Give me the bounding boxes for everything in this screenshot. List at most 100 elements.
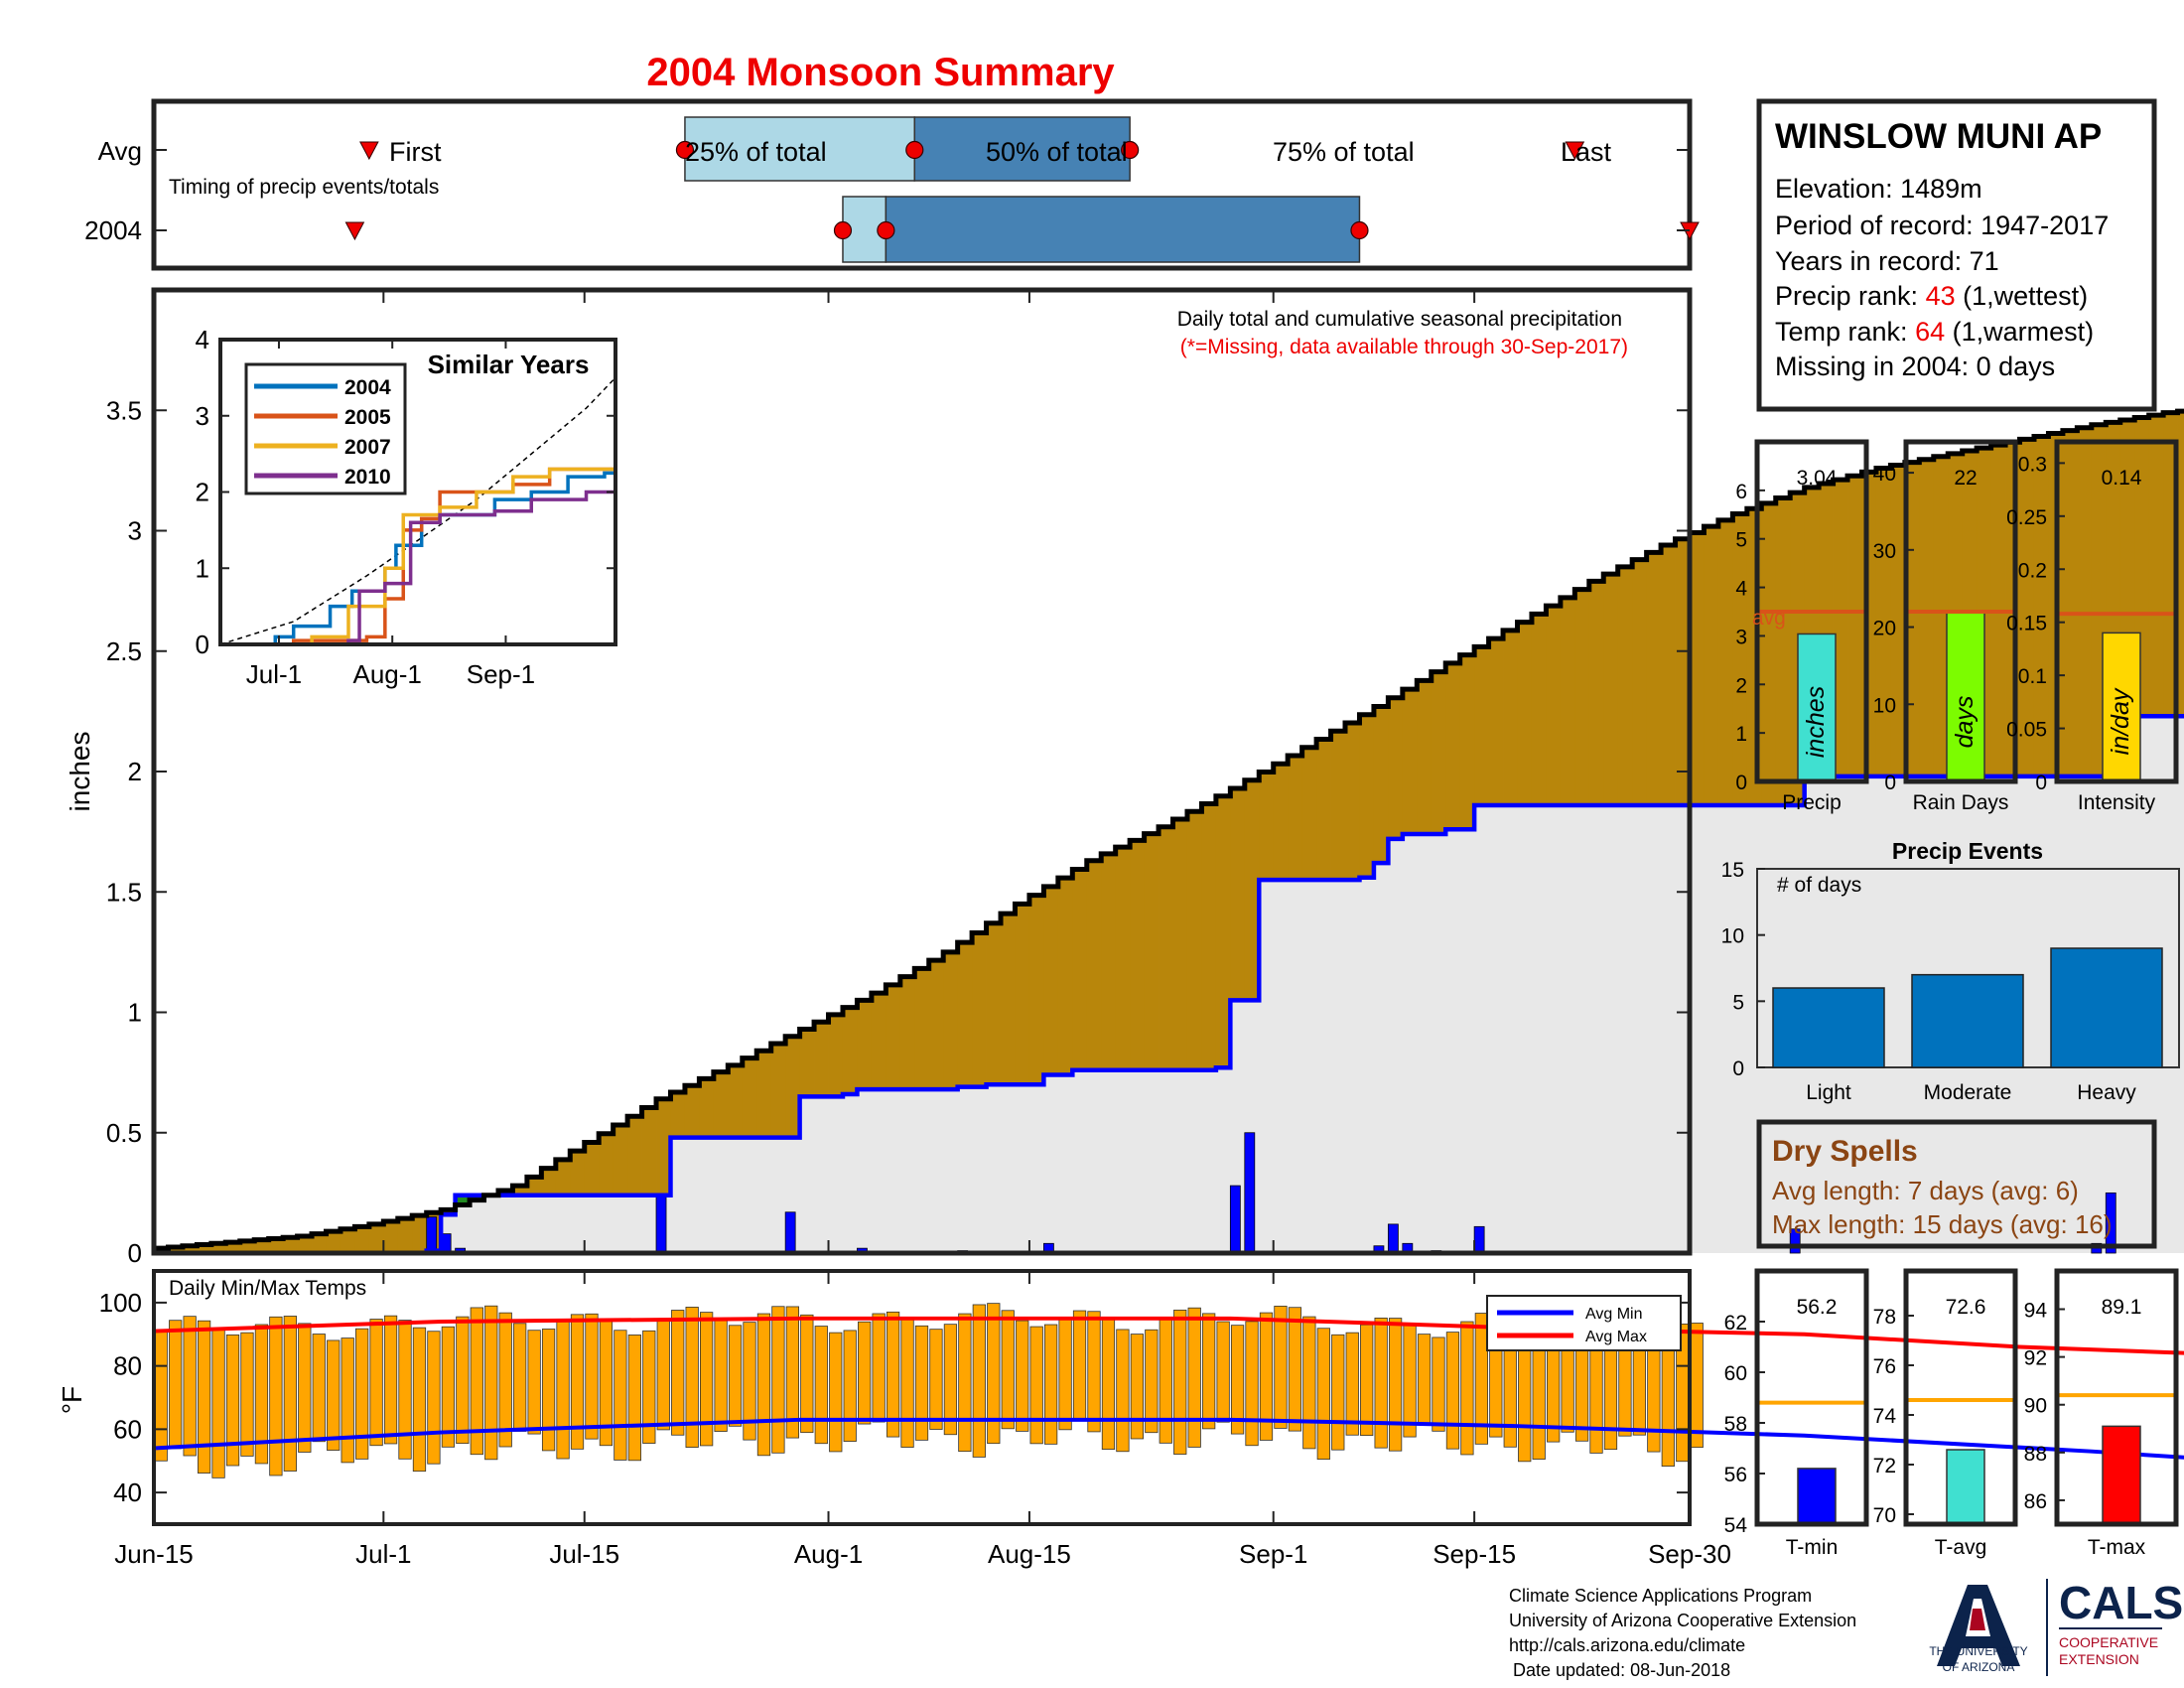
- deficit-fill: [641, 1107, 657, 1196]
- bars-intensity-ytick-label-5: 0.25: [2006, 506, 2047, 529]
- temp-range-bar-22: [470, 1307, 483, 1456]
- temp-range-bar-21: [456, 1316, 470, 1445]
- temp-range-bar-10: [298, 1323, 312, 1453]
- bars-intensity-unit: in/day: [2107, 687, 2134, 755]
- dry-spells-avg: Avg length: 7 days (avg: 6): [1772, 1176, 2079, 1205]
- timing-avg-25pct-marker: [675, 140, 695, 160]
- temps-panel: 40 60 80 100 Daily Min/Max Temps °F Avg Min…: [57, 1269, 2184, 1526]
- deficit-fill: [1531, 614, 1547, 805]
- deficit-fill: [1001, 914, 1016, 1085]
- bars-raindays-ytick-label-3: 30: [1873, 540, 1896, 563]
- temp-range-bar-30: [585, 1313, 599, 1440]
- temp-range-bar-37: [685, 1307, 699, 1448]
- deficit-fill: [627, 1116, 642, 1196]
- deficit-fill: [1503, 630, 1518, 805]
- deficit-fill: [899, 976, 915, 1090]
- bars-tavg-value-label: 72.6: [1946, 1296, 1986, 1319]
- timing-avg-bar-25-50: [684, 116, 916, 182]
- inset-frame: [218, 338, 617, 646]
- deficit-fill: [570, 1151, 586, 1196]
- temp-range-bar-42: [756, 1313, 771, 1457]
- footer-line-1: Climate Science Applications Program: [1509, 1586, 1812, 1606]
- deficit-fill: [1230, 787, 1246, 1001]
- deficit-fill: [526, 1177, 542, 1196]
- temp-range-bar-36: [671, 1310, 685, 1436]
- bars-tavg-frame: [1903, 1268, 2018, 1527]
- temp-range-bar-85: [1374, 1318, 1388, 1449]
- temp-range-bar-2: [183, 1316, 197, 1457]
- temp-range-bar-11: [312, 1334, 326, 1443]
- deficit-fill: [842, 1007, 858, 1094]
- deficit-fill: [1690, 532, 1705, 805]
- temp-range-bar-104: [1647, 1341, 1661, 1453]
- temp-range-bar-73: [1202, 1313, 1216, 1430]
- deficit-fill: [1833, 480, 1848, 776]
- line-avg-cumulative: [154, 408, 2184, 1251]
- temp-range-bar-59: [1001, 1310, 1015, 1430]
- station-frame: [1756, 98, 2157, 412]
- temp-range-bar-53: [914, 1325, 929, 1441]
- bars-intensity-ytick-label-2: 0.1: [2018, 665, 2047, 688]
- deficit-fill: [1345, 723, 1360, 881]
- deficit-fill: [1761, 502, 1777, 805]
- deficit-fill: [684, 1085, 700, 1138]
- temp-range-bar-105: [1661, 1332, 1675, 1468]
- precip-events-panel: Precip Events # of days Light Moderate Hea…: [1721, 838, 2180, 1104]
- timing-avg-last-marker: [1565, 141, 1585, 161]
- temp-range-bar-55: [943, 1324, 958, 1436]
- deficit-fill: [1574, 589, 1590, 805]
- temp-range-bar-35: [656, 1320, 670, 1431]
- deficit-fill: [2019, 439, 2035, 776]
- main-ytick-label-4: 2: [128, 757, 142, 786]
- temp-range-bar-8: [269, 1316, 283, 1477]
- xtick-label-1: Jul-1: [355, 1539, 411, 1569]
- bars-precip-value-label: 3.04: [1797, 467, 1838, 490]
- deficit-fill: [297, 1236, 313, 1253]
- temp-range-bar-14: [355, 1328, 369, 1460]
- temps-title: Daily Min/Max Temps: [169, 1277, 366, 1300]
- temp-range-bar-56: [958, 1313, 972, 1453]
- main-ylabel: inches: [65, 732, 95, 812]
- temp-range-bar-66: [1101, 1319, 1116, 1450]
- deficit-fill: [986, 922, 1002, 1085]
- temp-range-bar-39: [714, 1320, 728, 1432]
- inset-legend-label-2010: 2010: [344, 466, 391, 489]
- deficit-fill: [541, 1168, 557, 1196]
- daily-precip-bar-4: [784, 1211, 796, 1254]
- temps-ytick-label-0: 40: [113, 1477, 142, 1507]
- bars-intensity-ytick-label-6: 0.3: [2018, 453, 2047, 476]
- temp-range-bar-68: [1130, 1334, 1144, 1440]
- temp-range-bar-87: [1403, 1325, 1417, 1438]
- bars-tmax-ytick-label-1: 88: [2024, 1443, 2047, 1466]
- bars-tmin-frame: [1754, 1268, 1869, 1527]
- bars-tmax-bar: [2102, 1425, 2141, 1525]
- bars-precip-ytick-label-1: 1: [1735, 723, 1747, 746]
- deficit-fill: [1717, 519, 1733, 805]
- temp-range-bar-107: [1690, 1323, 1704, 1449]
- main-ytick-label-3: 1.5: [106, 877, 142, 907]
- temp-range-bar-18: [412, 1327, 427, 1473]
- temp-range-bar-80: [1302, 1316, 1316, 1450]
- deficit-fill: [1359, 714, 1375, 878]
- main-ytick-label-7: 3.5: [106, 395, 142, 425]
- xtick-label-2: Jul-15: [549, 1539, 619, 1569]
- deficit-fill: [728, 1064, 744, 1138]
- temp-range-bar-3: [197, 1320, 211, 1474]
- xtick-label-3: Aug-1: [794, 1539, 863, 1569]
- precip-rank-value: 43: [1926, 281, 1956, 311]
- timing-year-first-marker: [344, 221, 365, 241]
- inset-xtick-label-1: Aug-1: [353, 659, 422, 689]
- deficit-fill: [1933, 456, 1949, 776]
- temp-range-bar-46: [814, 1326, 828, 1445]
- precip-events-ytick-label-1: 5: [1732, 991, 1744, 1014]
- bars-tmax-ytick-label-4: 94: [2024, 1299, 2048, 1322]
- daily-precip-bar-15: [1789, 1228, 1801, 1254]
- station-period: Period of record: 1947-2017: [1775, 211, 2109, 240]
- precip-events-note: # of days: [1777, 874, 1861, 897]
- deficit-fill: [312, 1233, 327, 1253]
- temp-range-bar-61: [1029, 1326, 1043, 1445]
- inset-line-2005: [220, 465, 617, 646]
- temp-range-bar-0: [154, 1331, 168, 1462]
- line-2004-cumulative: [154, 713, 2184, 1256]
- deficit-fill: [555, 1159, 571, 1196]
